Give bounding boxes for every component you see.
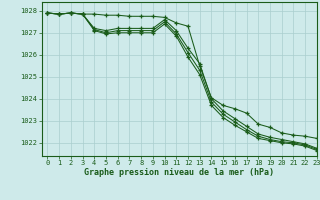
- X-axis label: Graphe pression niveau de la mer (hPa): Graphe pression niveau de la mer (hPa): [84, 168, 274, 177]
